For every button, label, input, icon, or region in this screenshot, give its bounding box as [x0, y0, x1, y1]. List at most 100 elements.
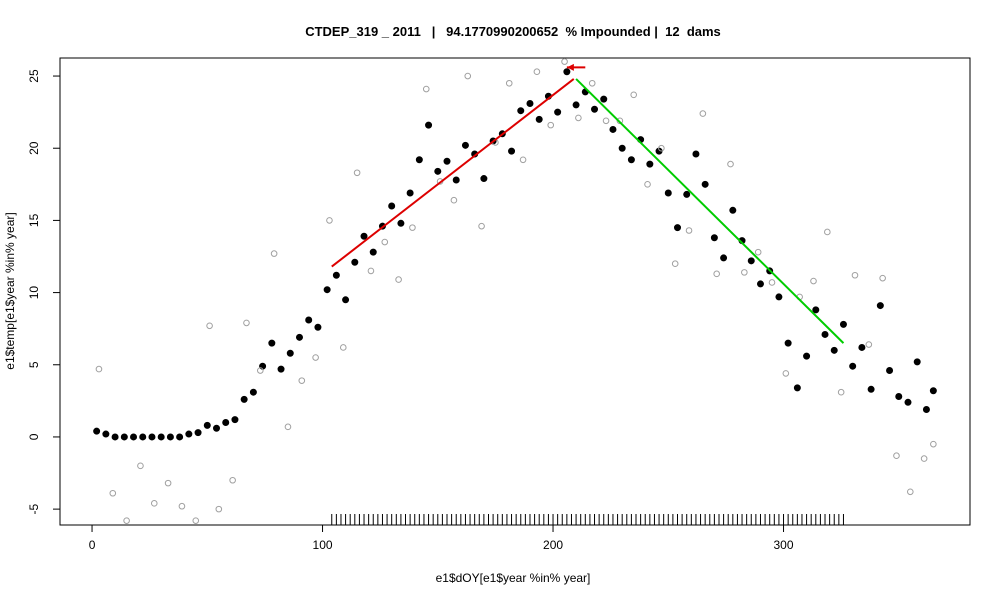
data-point [229, 476, 236, 484]
x-tick-label: 300 [774, 538, 794, 552]
data-point [305, 316, 313, 324]
data-point [699, 110, 707, 117]
data-point [784, 339, 792, 347]
data-point [326, 217, 333, 224]
data-point [547, 121, 555, 129]
data-point [415, 156, 423, 164]
data-point [575, 114, 582, 122]
data-point [879, 274, 886, 282]
data-point [222, 419, 230, 427]
data-point [810, 277, 817, 285]
data-point [526, 99, 534, 107]
data-point [886, 367, 894, 375]
data-point [298, 377, 306, 384]
y-tick-label: 0 [27, 433, 41, 440]
y-tick-label: 15 [27, 213, 41, 227]
data-point [865, 341, 873, 348]
data-point [907, 488, 914, 496]
data-point [422, 85, 430, 93]
data-point [339, 344, 347, 351]
data-point [929, 387, 937, 395]
data-point [148, 433, 156, 441]
data-point [450, 196, 458, 204]
data-point [618, 144, 626, 152]
data-point [600, 95, 608, 103]
data-point [803, 352, 811, 360]
data-point [519, 156, 527, 164]
data-point [268, 339, 276, 347]
fit-line [331, 78, 575, 268]
y-tick-label: -5 [27, 503, 41, 514]
y-tick-label: 5 [27, 361, 41, 368]
data-point [867, 385, 875, 393]
data-point [692, 150, 700, 158]
data-point [821, 330, 829, 338]
data-point [646, 160, 654, 168]
x-axis-label: e1$dOY[e1$year %in% year] [436, 571, 591, 585]
data-point [95, 365, 103, 373]
data-point [102, 430, 110, 438]
data-point [425, 121, 433, 129]
data-point [351, 258, 359, 266]
data-point [369, 248, 377, 256]
data-point [176, 433, 184, 441]
data-point [178, 502, 186, 510]
data-point [342, 296, 350, 304]
data-point [452, 176, 460, 184]
data-point [286, 349, 294, 357]
data-point [312, 354, 319, 361]
data-point [920, 455, 928, 462]
data-point [240, 395, 248, 403]
data-point [782, 370, 790, 377]
data-point [120, 433, 128, 441]
data-point [464, 72, 472, 80]
data-point [478, 222, 485, 230]
data-point [381, 238, 389, 246]
data-point [314, 323, 322, 331]
data-point [505, 79, 513, 87]
data-point [215, 505, 223, 513]
data-point [206, 322, 213, 330]
data-point [930, 440, 937, 448]
data-point [249, 388, 257, 396]
data-point [517, 107, 525, 115]
data-point [270, 250, 278, 257]
data-point [630, 91, 638, 99]
data-point [109, 489, 117, 497]
data-point [409, 224, 416, 231]
data-point [203, 421, 211, 429]
data-point [775, 293, 783, 301]
data-point [720, 254, 728, 262]
fit-line [575, 78, 845, 344]
data-point [480, 175, 488, 183]
data-point [111, 433, 119, 441]
data-point [701, 180, 709, 188]
data-point [858, 343, 866, 351]
data-point [164, 479, 172, 487]
data-point [137, 462, 144, 470]
data-point [793, 384, 801, 392]
chart-title: CTDEP_319 _ 2011 | 94.1770990200652 % Im… [305, 24, 721, 39]
data-point [213, 424, 221, 432]
data-point [323, 286, 331, 294]
data-point [729, 206, 737, 214]
data-point [572, 101, 580, 109]
arrow-head [566, 63, 574, 71]
x-tick-label: 0 [89, 538, 96, 552]
data-point [768, 279, 776, 286]
data-point [533, 68, 541, 76]
data-point [243, 319, 250, 327]
data-point [685, 227, 693, 234]
data-point [913, 358, 921, 366]
data-point [194, 429, 202, 437]
data-point [535, 115, 543, 123]
x-tick-label: 200 [543, 538, 563, 552]
data-point [658, 144, 665, 152]
data-point [388, 202, 396, 210]
data-point [627, 156, 635, 164]
data-point [508, 147, 516, 155]
data-point [295, 333, 303, 341]
data-point [664, 189, 672, 197]
